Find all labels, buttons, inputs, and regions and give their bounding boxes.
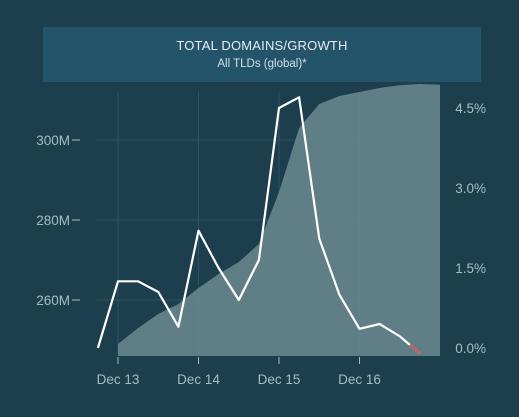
y-right-tick-label: 0.0% [455, 341, 486, 356]
line-series-growth-tail [409, 343, 421, 355]
x-tick-label: Dec 16 [338, 372, 381, 387]
y-right-tick-label: 4.5% [455, 101, 486, 116]
x-tick-label: Dec 15 [258, 372, 301, 387]
y-left-tick-label: 280M [36, 213, 70, 228]
x-tick-label: Dec 14 [177, 372, 220, 387]
chart-title-box: TOTAL DOMAINS/GROWTH All TLDs (global)* [43, 27, 481, 82]
area-series-total-domains [118, 84, 440, 356]
x-tick-label: Dec 13 [97, 372, 140, 387]
chart-subtitle: All TLDs (global)* [217, 58, 307, 70]
y-left-tick-label: 260M [36, 293, 70, 308]
chart-title: TOTAL DOMAINS/GROWTH [176, 38, 348, 53]
line-series-growth [96, 96, 421, 355]
y-left-tick-label: 300M [36, 133, 70, 148]
y-right-tick-label: 3.0% [455, 181, 486, 196]
y-right-tick-label: 1.5% [455, 261, 486, 276]
